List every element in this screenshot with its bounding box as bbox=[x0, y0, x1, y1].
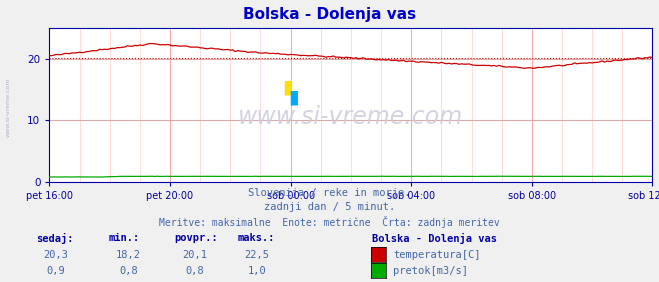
Text: zadnji dan / 5 minut.: zadnji dan / 5 minut. bbox=[264, 202, 395, 212]
Text: Meritve: maksimalne  Enote: metrične  Črta: zadnja meritev: Meritve: maksimalne Enote: metrične Črta… bbox=[159, 216, 500, 228]
Text: 18,2: 18,2 bbox=[116, 250, 141, 259]
Text: 20,1: 20,1 bbox=[182, 250, 207, 259]
Text: min.:: min.: bbox=[109, 233, 140, 243]
Text: Slovenija / reke in morje.: Slovenija / reke in morje. bbox=[248, 188, 411, 197]
Text: 20,3: 20,3 bbox=[43, 250, 69, 259]
Text: 1,0: 1,0 bbox=[248, 266, 266, 276]
Text: 0,8: 0,8 bbox=[119, 266, 138, 276]
Text: Bolska - Dolenja vas: Bolska - Dolenja vas bbox=[372, 233, 498, 244]
Text: sedaj:: sedaj: bbox=[36, 233, 74, 244]
Text: 22,5: 22,5 bbox=[244, 250, 270, 259]
Text: temperatura[C]: temperatura[C] bbox=[393, 250, 481, 259]
Text: www.si-vreme.com: www.si-vreme.com bbox=[239, 105, 463, 129]
Text: ▮: ▮ bbox=[282, 77, 293, 96]
Text: Bolska - Dolenja vas: Bolska - Dolenja vas bbox=[243, 7, 416, 22]
Text: www.si-vreme.com: www.si-vreme.com bbox=[5, 78, 11, 137]
Text: maks.:: maks.: bbox=[237, 233, 275, 243]
Text: ▮: ▮ bbox=[288, 88, 299, 107]
Text: 0,8: 0,8 bbox=[185, 266, 204, 276]
Text: 0,9: 0,9 bbox=[47, 266, 65, 276]
Text: pretok[m3/s]: pretok[m3/s] bbox=[393, 266, 469, 276]
Text: povpr.:: povpr.: bbox=[175, 233, 218, 243]
